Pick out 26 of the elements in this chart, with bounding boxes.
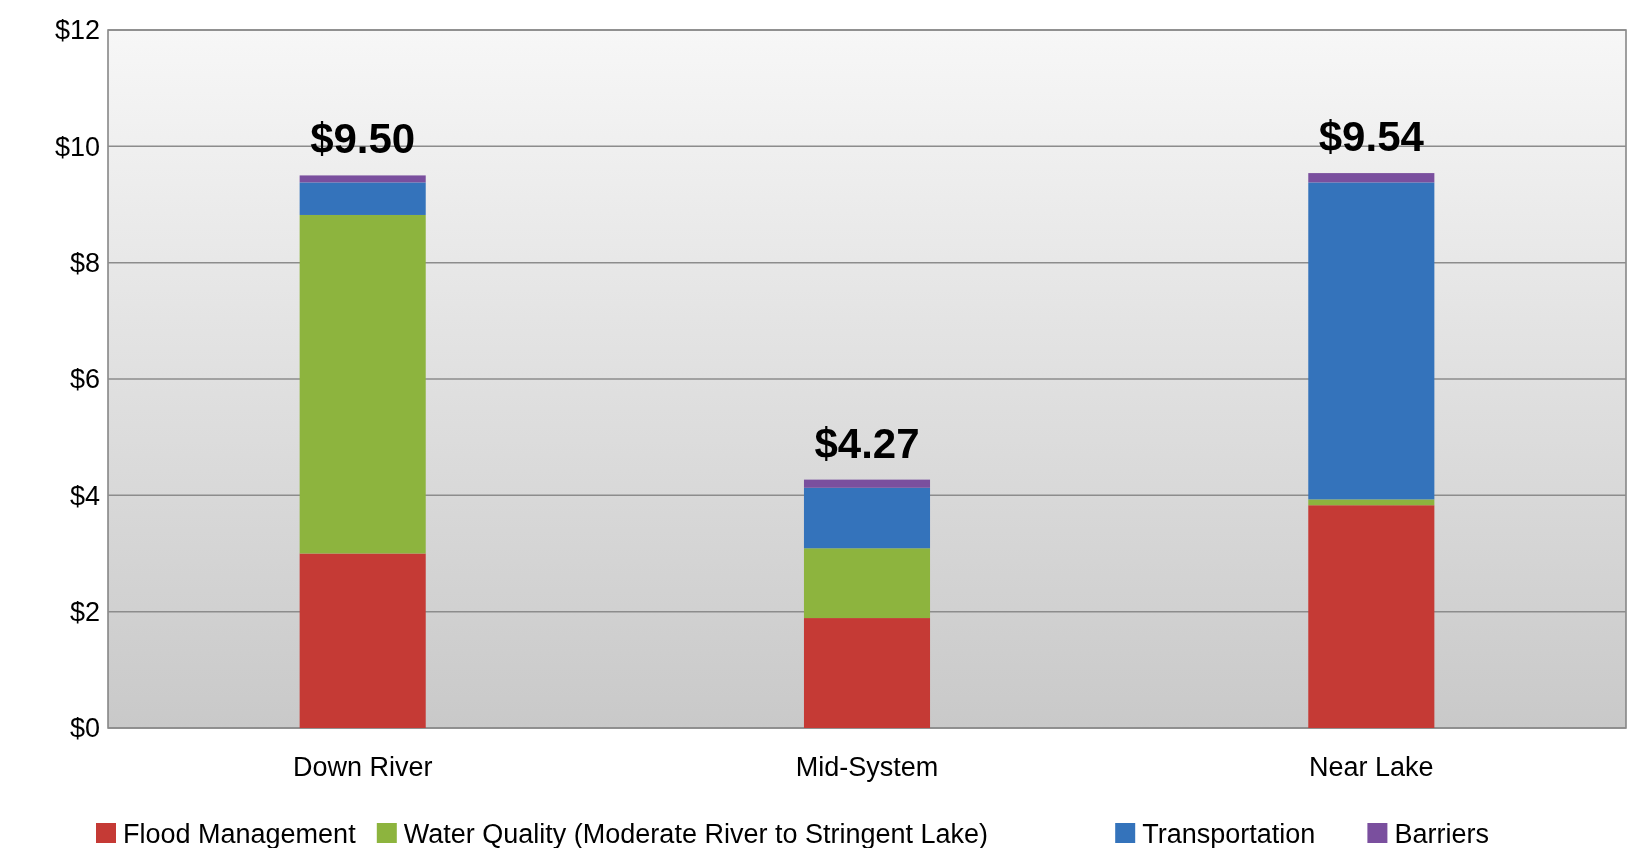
total-label: $9.54	[1318, 113, 1425, 161]
bar	[803, 487, 931, 549]
bar	[299, 553, 426, 728]
bar	[803, 618, 931, 728]
total-label: $9.50	[310, 115, 416, 163]
y-tick-label: $4	[69, 480, 100, 511]
bar	[299, 214, 426, 554]
x-tick-label: Mid-System	[795, 752, 939, 782]
x-tick-label: Near Lake	[1309, 752, 1434, 782]
bar	[1308, 499, 1435, 506]
y-tick-label: $2	[69, 597, 100, 628]
x-tick-label: Down River	[292, 752, 433, 782]
bar	[1308, 173, 1435, 183]
y-tick-label: $12	[54, 15, 100, 46]
y-tick-label: $6	[69, 364, 100, 395]
y-tick-label: $8	[69, 248, 100, 279]
bar	[803, 548, 931, 619]
y-tick-label: $10	[54, 131, 100, 162]
bar	[1308, 182, 1435, 500]
total-label: $4.27	[814, 419, 920, 467]
legend-label: Barriers	[1394, 819, 1489, 850]
bar	[299, 175, 426, 183]
y-tick-label: $0	[69, 713, 100, 744]
bar	[1308, 505, 1435, 728]
bar	[803, 479, 931, 488]
bar	[299, 182, 426, 215]
